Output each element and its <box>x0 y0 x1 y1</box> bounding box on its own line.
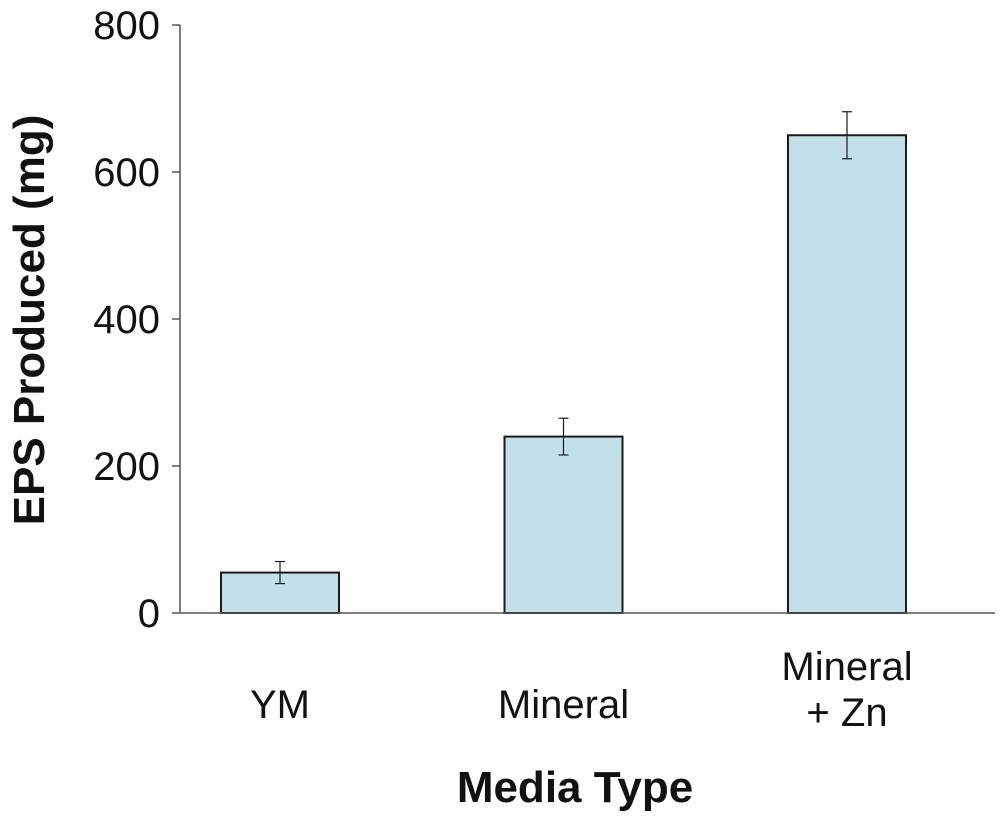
bars <box>220 134 907 615</box>
bar <box>503 435 624 614</box>
error-bars <box>275 111 852 585</box>
x-axis-title: Media Type <box>457 763 693 812</box>
x-tick-label: + Zn <box>806 691 887 735</box>
x-tick-label: YM <box>250 683 310 727</box>
y-tick-label: 400 <box>93 298 160 342</box>
y-axis-title: EPS Produced (mg) <box>5 115 54 526</box>
y-tick-label: 0 <box>138 592 160 636</box>
y-axis-ticks: 0 200 400 600 800 <box>93 4 180 636</box>
bar <box>787 134 907 614</box>
x-tick-label: Mineral <box>781 645 912 689</box>
x-tick-label: Mineral <box>498 683 629 727</box>
y-tick-label: 800 <box>93 4 160 48</box>
y-tick-label: 600 <box>93 151 160 195</box>
y-tick-label: 200 <box>93 445 160 489</box>
